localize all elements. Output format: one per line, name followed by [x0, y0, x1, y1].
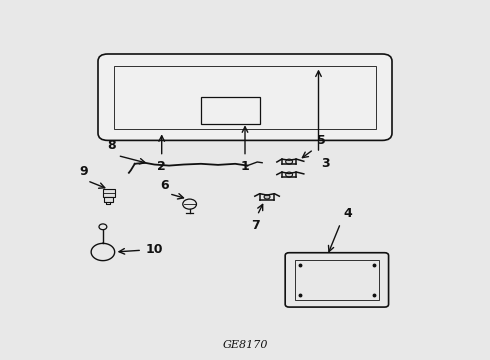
- Bar: [103, 189, 115, 197]
- Circle shape: [264, 195, 270, 199]
- Text: 4: 4: [343, 207, 352, 220]
- Text: 5: 5: [317, 134, 326, 147]
- FancyBboxPatch shape: [285, 253, 389, 307]
- Text: 8: 8: [107, 139, 116, 152]
- Text: 6: 6: [160, 179, 169, 192]
- Bar: [201, 97, 260, 124]
- Bar: [104, 197, 113, 202]
- Text: 2: 2: [157, 160, 166, 173]
- Text: 10: 10: [146, 243, 164, 256]
- Bar: [295, 260, 379, 300]
- Text: 3: 3: [321, 157, 330, 170]
- Circle shape: [286, 159, 293, 164]
- Text: 7: 7: [251, 219, 260, 232]
- Text: 1: 1: [241, 160, 249, 173]
- Circle shape: [286, 172, 293, 177]
- Text: 9: 9: [79, 165, 88, 178]
- Text: GE8170: GE8170: [222, 340, 268, 350]
- FancyBboxPatch shape: [98, 54, 392, 140]
